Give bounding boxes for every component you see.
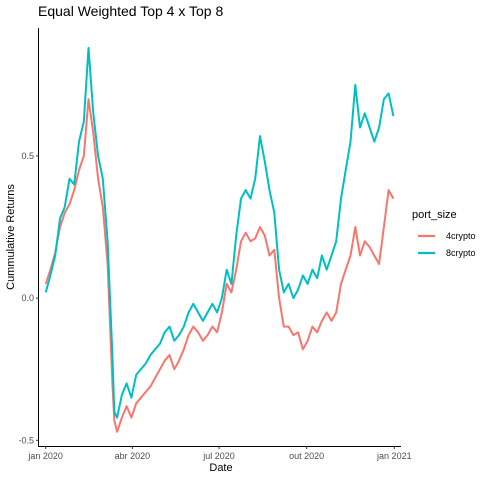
x-tick-label: out 2020 (289, 451, 324, 461)
legend: port_size 4crypto 8crypto (412, 209, 476, 258)
plot-lines (44, 46, 395, 433)
legend-label-8crypto: 8crypto (446, 248, 476, 258)
x-ticks: jan 2020 abr 2020 jul 2020 out 2020 jan 2021 (27, 446, 412, 461)
legend-label-4crypto: 4crypto (446, 231, 476, 241)
x-tick-label: abr 2020 (115, 451, 151, 461)
y-axis-title: Cummulative Returns (5, 184, 17, 290)
y-ticks: -0.5 0.0 0.5 (18, 151, 39, 445)
series-line-4crypto (44, 98, 395, 433)
x-tick-label: jul 2020 (202, 451, 235, 461)
x-tick-label: jan 2020 (27, 451, 63, 461)
y-tick-label: -0.5 (18, 435, 34, 445)
series-line-8crypto (44, 46, 395, 419)
y-tick-label: 0.5 (21, 151, 34, 161)
legend-title: port_size (412, 209, 457, 221)
y-tick-label: 0.0 (21, 293, 34, 303)
x-tick-label: jan 2021 (376, 451, 412, 461)
x-axis-title: Date (209, 462, 232, 474)
chart-title: Equal Weighted Top 4 x Top 8 (38, 3, 223, 19)
